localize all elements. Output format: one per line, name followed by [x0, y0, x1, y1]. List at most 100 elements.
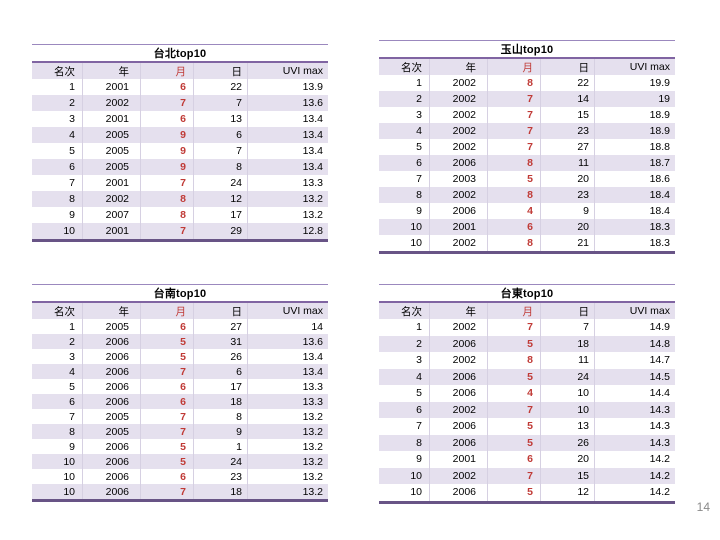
cell-day: 17	[194, 207, 248, 223]
cell-year: 2005	[83, 319, 141, 334]
cell-day: 15	[541, 467, 595, 484]
column-header-rank: 名次	[32, 63, 83, 79]
column-header-month: 月	[488, 303, 541, 319]
table-taipei-top10: 台北top10 名次年月日 UVI max 1 2001 6 22 13.9 2 2002 7 7 13…	[32, 44, 328, 242]
cell-uvimax: 13.4	[302, 113, 323, 125]
cell-day: 23	[541, 123, 595, 139]
cell-uvimax: 13.2	[302, 485, 323, 498]
table-row: 7 2006 5 13 14.3	[379, 418, 675, 435]
cell-year: 2006	[83, 379, 141, 394]
cell-rank: 6	[32, 159, 83, 175]
cell-day: 21	[541, 235, 595, 251]
cell-uvimax: 18.9	[649, 109, 670, 121]
cell-rank: 10	[32, 223, 83, 239]
cell-uvimax: 19	[658, 93, 670, 105]
column-header-month: 月	[488, 59, 541, 75]
table-row: 10 2001 6 20 18.3	[379, 219, 675, 235]
cell-uvimax: 13.9	[302, 81, 323, 93]
table-row: 3 2002 8 11 14.7	[379, 352, 675, 369]
cell-year: 2001	[83, 79, 141, 95]
cell-uvimax: 13.2	[302, 425, 323, 438]
column-header-year: 年	[430, 303, 488, 319]
cell-day: 24	[194, 175, 248, 191]
table-tainan-top10: 台南top10 名次年月日 UVI max 1 2005 6 27 14 2 2006 5 31 13.…	[32, 284, 328, 502]
cell-day: 12	[541, 484, 595, 501]
cell-month: 9	[141, 159, 194, 175]
cell-year: 2002	[430, 139, 488, 155]
cell-month: 8	[488, 155, 541, 171]
cell-month: 8	[488, 235, 541, 251]
cell-year: 2006	[83, 454, 141, 469]
cell-rank: 4	[379, 368, 430, 385]
table-row: 5 2006 4 10 14.4	[379, 385, 675, 402]
cell-month: 5	[488, 171, 541, 187]
cell-rank: 7	[32, 409, 83, 424]
cell-day: 7	[194, 95, 248, 111]
column-header-year: 年	[83, 63, 141, 79]
cell-rank: 9	[379, 203, 430, 219]
cell-uvimax: 14.9	[649, 321, 670, 334]
column-header-rank: 名次	[379, 59, 430, 75]
cell-uvimax: 14.3	[649, 420, 670, 433]
cell-year: 2002	[83, 95, 141, 111]
cell-rank: 1	[32, 319, 83, 334]
cell-year: 2006	[430, 155, 488, 171]
cell-rank: 10	[32, 469, 83, 484]
table-row: 4 2006 7 6 13.4	[32, 364, 328, 379]
cell-rank: 1	[379, 319, 430, 336]
cell-month: 5	[141, 334, 194, 349]
cell-year: 2002	[430, 467, 488, 484]
cell-day: 26	[194, 349, 248, 364]
column-header-uvimax: UVI max	[282, 65, 323, 77]
table-row: 10 2006 5 12 14.2	[379, 484, 675, 501]
table-row: 9 2001 6 20 14.2	[379, 451, 675, 468]
cell-uvimax: 19.9	[649, 77, 670, 89]
cell-uvimax: 14.2	[649, 469, 670, 482]
cell-day: 17	[194, 379, 248, 394]
cell-rank: 4	[379, 123, 430, 139]
column-header-year: 年	[430, 59, 488, 75]
table-row: 6 2006 8 11 18.7	[379, 155, 675, 171]
cell-rank: 10	[379, 219, 430, 235]
cell-uvimax: 18.4	[649, 189, 670, 201]
column-header-day: 日	[194, 63, 248, 79]
cell-day: 27	[541, 139, 595, 155]
cell-year: 2006	[83, 484, 141, 499]
cell-rank: 8	[379, 187, 430, 203]
cell-year: 2005	[83, 143, 141, 159]
cell-day: 1	[194, 439, 248, 454]
cell-day: 10	[541, 401, 595, 418]
cell-month: 5	[141, 454, 194, 469]
table-row: 1 2002 8 22 19.9	[379, 75, 675, 91]
column-header-rank: 名次	[379, 303, 430, 319]
table-row: 10 2001 7 29 12.8	[32, 223, 328, 239]
table-row: 3 2002 7 15 18.9	[379, 107, 675, 123]
table-row: 9 2006 5 1 13.2	[32, 439, 328, 454]
cell-rank: 5	[32, 143, 83, 159]
cell-rank: 3	[379, 107, 430, 123]
cell-year: 2002	[430, 352, 488, 369]
cell-day: 20	[541, 219, 595, 235]
cell-day: 22	[541, 75, 595, 91]
table-row: 2 2006 5 18 14.8	[379, 335, 675, 352]
cell-day: 14	[541, 91, 595, 107]
cell-rank: 2	[32, 334, 83, 349]
cell-month: 7	[488, 107, 541, 123]
cell-month: 8	[141, 207, 194, 223]
cell-month: 7	[141, 424, 194, 439]
cell-year: 2002	[430, 187, 488, 203]
cell-uvimax: 14.7	[649, 354, 670, 367]
cell-month: 6	[141, 379, 194, 394]
cell-year: 2001	[83, 111, 141, 127]
cell-month: 7	[488, 91, 541, 107]
cell-uvimax: 14.8	[649, 337, 670, 350]
cell-month: 5	[488, 484, 541, 501]
cell-month: 6	[141, 111, 194, 127]
table-row: 10 2006 6 23 13.2	[32, 469, 328, 484]
table-title: 台南top10	[32, 285, 328, 303]
cell-rank: 10	[379, 235, 430, 251]
table-header-row: 名次年月日 UVI max	[379, 59, 675, 75]
table-row: 10 2006 5 24 13.2	[32, 454, 328, 469]
cell-day: 11	[541, 352, 595, 369]
